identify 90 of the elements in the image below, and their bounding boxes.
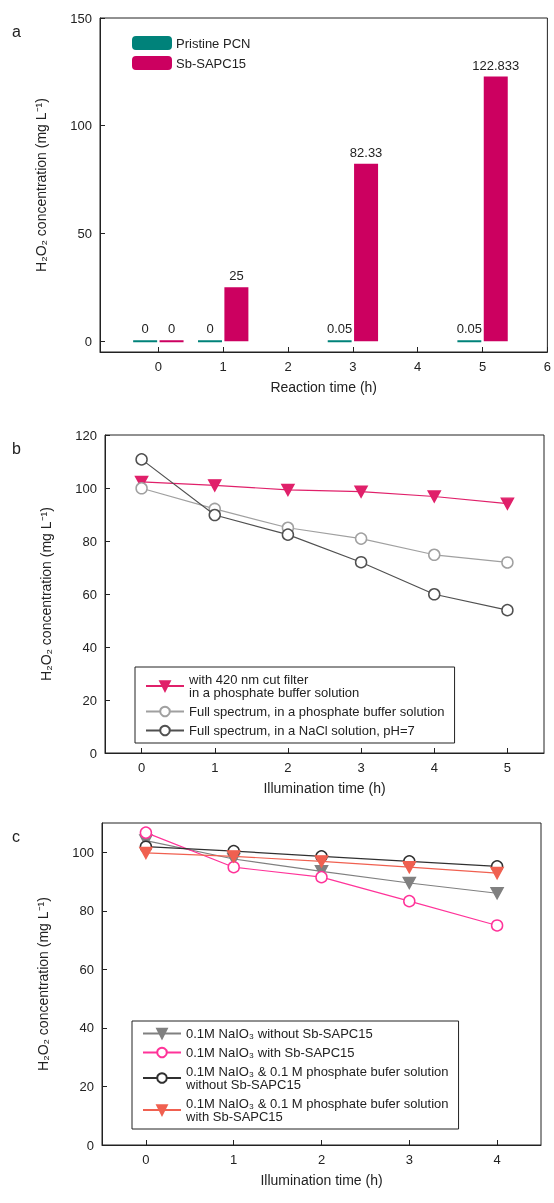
bar xyxy=(483,76,508,342)
data-label: 122.833 xyxy=(472,57,520,73)
y-tick-label: 100 xyxy=(75,480,97,496)
legend-label: Pristine PCN xyxy=(176,35,251,51)
point xyxy=(135,453,148,466)
y-tick-label: 100 xyxy=(70,118,92,134)
y-tick-label: 60 xyxy=(82,586,97,602)
point xyxy=(135,482,148,495)
x-tick-label: 2 xyxy=(317,1152,326,1167)
y-axis-title: H₂O₂ concentration (mg L⁻¹) xyxy=(33,98,49,272)
point xyxy=(314,855,329,868)
x-tick-label: 0 xyxy=(137,760,146,775)
x-tick-label: 1 xyxy=(211,760,219,775)
data-label: 0 xyxy=(141,321,149,337)
y-tick-label: 120 xyxy=(75,427,97,443)
point xyxy=(500,497,515,510)
legend-label: 0.1M NaIO₃ & 0.1 M phosphate bufer solution with Sb-SAPC15 xyxy=(185,1096,449,1124)
x-tick-label: 1 xyxy=(219,359,227,374)
point xyxy=(208,479,222,492)
x-tick-label: 1 xyxy=(230,1152,238,1167)
x-tick-label: 5 xyxy=(478,359,487,374)
y-axis-title: H₂O₂ concentration (mg L⁻¹) xyxy=(38,507,54,681)
data-label: 0.05 xyxy=(327,321,353,337)
legend-label: 0.1M NaIO₃ without Sb-SAPC15 xyxy=(186,1026,373,1041)
point xyxy=(490,887,504,900)
point xyxy=(208,508,221,522)
y-tick-label: 40 xyxy=(79,1020,94,1036)
point xyxy=(139,826,153,839)
x-tick-label: 4 xyxy=(493,1152,501,1167)
y-tick-label: 20 xyxy=(82,692,97,708)
point xyxy=(354,532,368,545)
y-axis-title: H₂O₂ concentration (mg L⁻¹) xyxy=(35,897,51,1071)
point xyxy=(402,860,417,874)
legend-label: Sb-SAPC15 xyxy=(176,55,247,71)
legend-label: Full spectrum, in a NaCl solution, pH=7 xyxy=(189,723,415,738)
x-tick-label: 4 xyxy=(414,359,422,374)
y-tick-label: 60 xyxy=(79,961,94,977)
text: a xyxy=(12,22,21,40)
x-tick-label: 2 xyxy=(284,760,292,775)
y-tick-label: 80 xyxy=(82,533,97,549)
y-tick-label: 0 xyxy=(86,1137,94,1153)
x-tick-label: 6 xyxy=(543,359,551,374)
y-tick-label: 0 xyxy=(89,745,97,761)
x-tick-label: 3 xyxy=(405,1152,413,1167)
point xyxy=(501,603,514,617)
point xyxy=(354,485,368,498)
y-tick-label: 80 xyxy=(79,903,94,919)
point xyxy=(490,919,504,932)
y-tick-label: 0 xyxy=(84,333,92,349)
legend-label: Full spectrum, in a phosphate buffer solution xyxy=(189,704,445,719)
point xyxy=(428,588,441,601)
point xyxy=(315,870,328,884)
legend-label: with 420 nm cut filter in a phosphate buffer solution xyxy=(188,672,360,700)
x-axis-title: Illumination time (h) xyxy=(263,780,386,796)
text: c xyxy=(12,827,20,845)
point xyxy=(227,860,240,874)
x-tick-label: 0 xyxy=(154,359,162,374)
point xyxy=(139,846,153,860)
x-axis-title: Illumination time (h) xyxy=(260,1172,383,1188)
x-tick-label: 2 xyxy=(284,359,292,374)
bar xyxy=(224,287,249,342)
point xyxy=(428,548,441,562)
point xyxy=(354,555,368,569)
legend-label: 0.1M NaIO₃ & 0.1 M phosphate bufer solution without Sb-SAPC15 xyxy=(185,1064,449,1092)
x-tick-label: 3 xyxy=(357,760,365,775)
x-tick-label: 3 xyxy=(349,359,357,374)
data-label: 25 xyxy=(229,268,244,284)
data-label: 0 xyxy=(206,321,214,337)
y-tick-label: 100 xyxy=(72,844,94,860)
y-tick-label: 40 xyxy=(82,639,97,655)
point xyxy=(501,556,514,569)
y-tick-label: 50 xyxy=(77,225,92,241)
y-tick-label: 20 xyxy=(79,1078,94,1094)
data-label: 0 xyxy=(167,321,176,337)
bar xyxy=(354,163,379,342)
x-axis-title: Reaction time (h) xyxy=(270,379,377,395)
point xyxy=(402,876,417,890)
y-tick-label: 150 xyxy=(70,10,92,26)
x-tick-label: 0 xyxy=(142,1152,150,1167)
text: b xyxy=(12,439,21,457)
legend-label: 0.1M NaIO₃ with Sb-SAPC15 xyxy=(186,1045,355,1060)
data-label: 0.05 xyxy=(456,321,482,337)
point xyxy=(427,490,441,503)
x-tick-label: 4 xyxy=(430,760,438,775)
point xyxy=(403,894,416,908)
point xyxy=(281,483,295,497)
data-label: 82.33 xyxy=(349,144,383,160)
x-tick-label: 5 xyxy=(503,760,512,775)
point xyxy=(281,528,295,541)
point xyxy=(490,866,504,880)
